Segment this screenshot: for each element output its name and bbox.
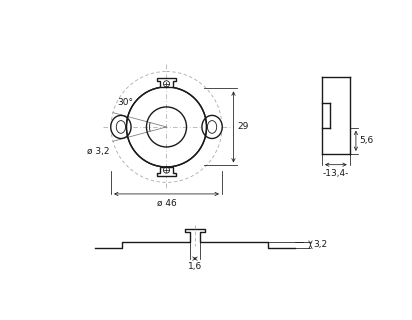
Text: 30°: 30° bbox=[117, 98, 133, 107]
Text: -13,4-: -13,4- bbox=[323, 169, 349, 178]
Ellipse shape bbox=[202, 116, 222, 139]
Text: 29: 29 bbox=[237, 123, 249, 132]
Polygon shape bbox=[157, 167, 176, 176]
Text: 1,6: 1,6 bbox=[188, 262, 202, 271]
Text: 5,6: 5,6 bbox=[359, 136, 373, 145]
Text: ø 3,2: ø 3,2 bbox=[87, 147, 110, 156]
Text: ø 46: ø 46 bbox=[157, 198, 176, 208]
Text: 3,2: 3,2 bbox=[313, 240, 327, 249]
Polygon shape bbox=[157, 78, 176, 87]
Ellipse shape bbox=[111, 116, 131, 139]
